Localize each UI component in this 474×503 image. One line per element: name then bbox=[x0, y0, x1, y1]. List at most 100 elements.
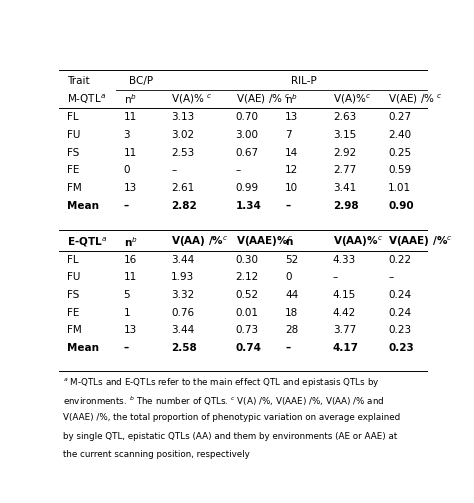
Text: 1.01: 1.01 bbox=[388, 183, 411, 193]
Text: FS: FS bbox=[66, 148, 79, 158]
Text: V(AAE) /%$^c$: V(AAE) /%$^c$ bbox=[388, 235, 453, 249]
Text: 0.74: 0.74 bbox=[236, 343, 262, 353]
Text: FS: FS bbox=[66, 290, 79, 300]
Text: 0: 0 bbox=[124, 165, 130, 176]
Text: 0.23: 0.23 bbox=[388, 325, 411, 336]
Text: 0: 0 bbox=[285, 272, 292, 282]
Text: 0.90: 0.90 bbox=[388, 201, 414, 211]
Text: 0.73: 0.73 bbox=[236, 325, 259, 336]
Text: RIL-P: RIL-P bbox=[291, 76, 317, 86]
Text: 0.22: 0.22 bbox=[388, 255, 411, 265]
Text: 13: 13 bbox=[285, 113, 299, 122]
Text: 2.53: 2.53 bbox=[171, 148, 194, 158]
Text: V(A)%$^c$: V(A)%$^c$ bbox=[333, 92, 371, 106]
Text: 7: 7 bbox=[285, 130, 292, 140]
Text: FM: FM bbox=[66, 183, 82, 193]
Text: 0.99: 0.99 bbox=[236, 183, 259, 193]
Text: 1.34: 1.34 bbox=[236, 201, 262, 211]
Text: 4.33: 4.33 bbox=[333, 255, 356, 265]
Text: n$^b$: n$^b$ bbox=[124, 92, 137, 106]
Text: 0.24: 0.24 bbox=[388, 290, 411, 300]
Text: 0.67: 0.67 bbox=[236, 148, 259, 158]
Text: 2.98: 2.98 bbox=[333, 201, 358, 211]
Text: the current scanning position, respectively: the current scanning position, respectiv… bbox=[63, 450, 250, 459]
Text: V(AAE) /%, the total proportion of phenotypic variation on average explained: V(AAE) /%, the total proportion of pheno… bbox=[63, 413, 400, 422]
Text: FU: FU bbox=[66, 272, 80, 282]
Text: 1.93: 1.93 bbox=[171, 272, 194, 282]
Text: 11: 11 bbox=[124, 272, 137, 282]
Text: 0.23: 0.23 bbox=[388, 343, 414, 353]
Text: –: – bbox=[124, 343, 128, 353]
Text: –: – bbox=[124, 201, 128, 211]
Text: 1: 1 bbox=[124, 308, 130, 318]
Text: V(AE) /% $^c$: V(AE) /% $^c$ bbox=[388, 92, 443, 106]
Text: 12: 12 bbox=[285, 165, 299, 176]
Text: 0.24: 0.24 bbox=[388, 308, 411, 318]
Text: –: – bbox=[333, 272, 338, 282]
Text: 0.30: 0.30 bbox=[236, 255, 259, 265]
Text: 3.77: 3.77 bbox=[333, 325, 356, 336]
Text: FE: FE bbox=[66, 308, 79, 318]
Text: 2.58: 2.58 bbox=[171, 343, 197, 353]
Text: 3.00: 3.00 bbox=[236, 130, 259, 140]
Text: FL: FL bbox=[66, 255, 78, 265]
Text: E-QTL$^a$: E-QTL$^a$ bbox=[66, 235, 107, 248]
Text: n$^b$: n$^b$ bbox=[285, 92, 298, 106]
Text: –: – bbox=[285, 343, 290, 353]
Text: 0.76: 0.76 bbox=[171, 308, 194, 318]
Text: 14: 14 bbox=[285, 148, 299, 158]
Text: 3: 3 bbox=[124, 130, 130, 140]
Text: 16: 16 bbox=[124, 255, 137, 265]
Text: 0.01: 0.01 bbox=[236, 308, 259, 318]
Text: 0.59: 0.59 bbox=[388, 165, 411, 176]
Text: 3.44: 3.44 bbox=[171, 255, 194, 265]
Text: 3.15: 3.15 bbox=[333, 130, 356, 140]
Text: V(AE) /% $^c$: V(AE) /% $^c$ bbox=[236, 92, 291, 106]
Text: 44: 44 bbox=[285, 290, 299, 300]
Text: BC/P: BC/P bbox=[129, 76, 153, 86]
Text: 3.02: 3.02 bbox=[171, 130, 194, 140]
Text: FE: FE bbox=[66, 165, 79, 176]
Text: 0.25: 0.25 bbox=[388, 148, 411, 158]
Text: –: – bbox=[388, 272, 393, 282]
Text: M-QTL$^a$: M-QTL$^a$ bbox=[66, 92, 106, 106]
Text: n: n bbox=[285, 237, 292, 247]
Text: 2.61: 2.61 bbox=[171, 183, 194, 193]
Text: 18: 18 bbox=[285, 308, 299, 318]
Text: 0.70: 0.70 bbox=[236, 113, 259, 122]
Text: 10: 10 bbox=[285, 183, 298, 193]
Text: V(AA) /%$^c$: V(AA) /%$^c$ bbox=[171, 235, 228, 249]
Text: 13: 13 bbox=[124, 325, 137, 336]
Text: Trait: Trait bbox=[66, 76, 89, 86]
Text: –: – bbox=[285, 201, 290, 211]
Text: V(A)% $^c$: V(A)% $^c$ bbox=[171, 92, 213, 106]
Text: 0.27: 0.27 bbox=[388, 113, 411, 122]
Text: 2.92: 2.92 bbox=[333, 148, 356, 158]
Text: 13: 13 bbox=[124, 183, 137, 193]
Text: 4.42: 4.42 bbox=[333, 308, 356, 318]
Text: n$^b$: n$^b$ bbox=[124, 235, 137, 249]
Text: 2.82: 2.82 bbox=[171, 201, 197, 211]
Text: $^a$ M-QTLs and E-QTLs refer to the main effect QTL and epistasis QTLs by: $^a$ M-QTLs and E-QTLs refer to the main… bbox=[63, 376, 380, 389]
Text: environments. $^b$ The number of QTLs. $^c$ V(A) /%, V(AAE) /%, V(AA) /% and: environments. $^b$ The number of QTLs. $… bbox=[63, 394, 384, 408]
Text: 3.44: 3.44 bbox=[171, 325, 194, 336]
Text: Mean: Mean bbox=[66, 201, 99, 211]
Text: 2.40: 2.40 bbox=[388, 130, 411, 140]
Text: V(AA)%$^c$: V(AA)%$^c$ bbox=[333, 235, 383, 249]
Text: 28: 28 bbox=[285, 325, 299, 336]
Text: by single QTL, epistatic QTLs (AA) and them by environments (AE or AAE) at: by single QTL, epistatic QTLs (AA) and t… bbox=[63, 432, 397, 441]
Text: FU: FU bbox=[66, 130, 80, 140]
Text: Mean: Mean bbox=[66, 343, 99, 353]
Text: 11: 11 bbox=[124, 148, 137, 158]
Text: 4.17: 4.17 bbox=[333, 343, 359, 353]
Text: 2.12: 2.12 bbox=[236, 272, 259, 282]
Text: V(AAE)%$^c$: V(AAE)%$^c$ bbox=[236, 235, 292, 249]
Text: 11: 11 bbox=[124, 113, 137, 122]
Text: 2.77: 2.77 bbox=[333, 165, 356, 176]
Text: 52: 52 bbox=[285, 255, 299, 265]
Text: –: – bbox=[236, 165, 241, 176]
Text: 0.52: 0.52 bbox=[236, 290, 259, 300]
Text: 2.63: 2.63 bbox=[333, 113, 356, 122]
Text: 5: 5 bbox=[124, 290, 130, 300]
Text: 3.32: 3.32 bbox=[171, 290, 194, 300]
